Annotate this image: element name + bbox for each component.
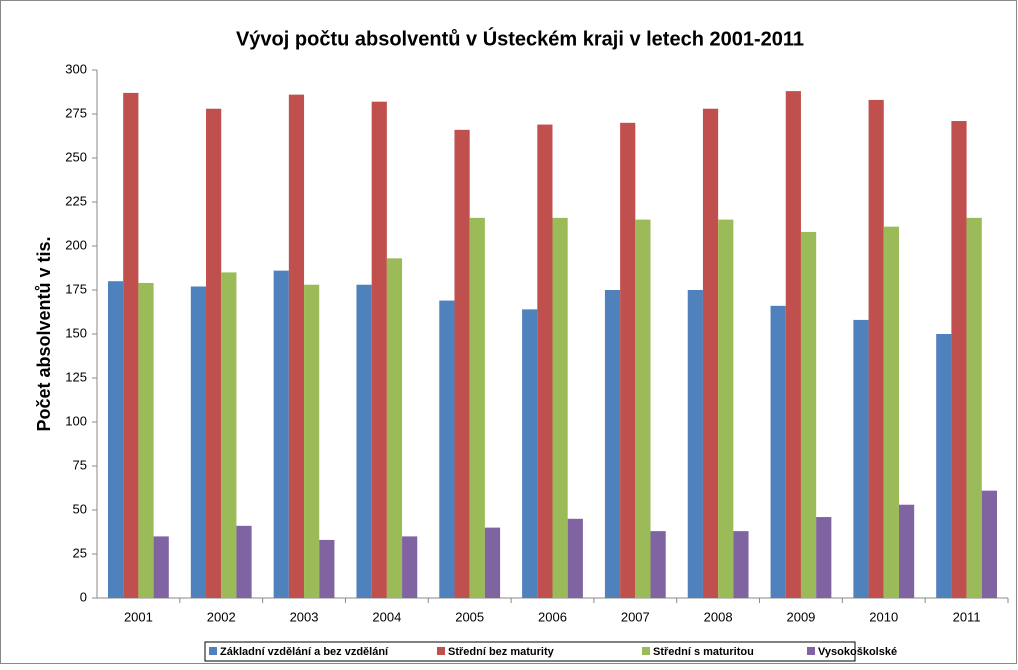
bar xyxy=(138,282,154,598)
bar xyxy=(288,94,305,598)
bar xyxy=(206,108,222,598)
bar xyxy=(123,92,139,598)
bar xyxy=(153,536,169,598)
bar xyxy=(567,518,583,598)
bar xyxy=(552,217,568,598)
y-tick-label: 25 xyxy=(73,545,87,560)
chart-title: Vývoj počtu absolventů v Ústeckém kraji … xyxy=(236,26,804,50)
bar xyxy=(319,539,335,598)
y-tick-label: 175 xyxy=(65,281,87,296)
bar xyxy=(898,504,915,598)
bar xyxy=(868,99,884,599)
bar xyxy=(785,91,801,599)
bar xyxy=(770,305,786,598)
bar xyxy=(718,219,734,598)
bar xyxy=(650,531,666,598)
legend-label: Vysokoškolské xyxy=(818,646,897,658)
bar xyxy=(800,231,817,599)
x-tick-label: 2005 xyxy=(455,609,484,624)
bar xyxy=(951,121,967,598)
legend-swatch xyxy=(807,647,815,655)
y-tick-label: 250 xyxy=(65,149,87,164)
legend-swatch xyxy=(209,647,217,655)
bar xyxy=(371,101,387,599)
bar xyxy=(221,272,237,598)
x-tick-label: 2006 xyxy=(538,609,567,624)
y-tick-label: 300 xyxy=(65,61,87,76)
x-tick-label: 2010 xyxy=(869,609,898,624)
bar xyxy=(537,124,553,598)
y-tick-label: 200 xyxy=(65,237,87,252)
bar xyxy=(484,527,501,598)
bar xyxy=(604,290,621,598)
legend-box xyxy=(204,641,856,662)
bar xyxy=(635,219,651,598)
bar xyxy=(356,284,372,598)
bar xyxy=(733,531,749,598)
bar xyxy=(883,226,899,598)
bar xyxy=(687,290,703,598)
bar xyxy=(402,536,418,598)
bar xyxy=(966,217,982,598)
bar xyxy=(853,319,869,598)
bar xyxy=(190,286,207,598)
bar xyxy=(439,300,455,598)
x-tick-label: 2007 xyxy=(621,609,650,624)
bar xyxy=(936,334,952,598)
legend-swatch xyxy=(642,647,650,655)
x-tick-label: 2009 xyxy=(786,609,815,624)
bar xyxy=(386,258,403,598)
x-tick-label: 2003 xyxy=(290,609,319,624)
bar xyxy=(981,490,997,598)
y-tick-label: 125 xyxy=(65,369,87,384)
y-tick-label: 50 xyxy=(73,501,87,516)
x-tick-label: 2011 xyxy=(953,609,981,624)
bar xyxy=(454,129,470,598)
bar xyxy=(273,270,289,598)
bar xyxy=(816,517,832,598)
legend-swatch xyxy=(437,647,445,655)
legend-label: Střední s maturitou xyxy=(653,646,754,658)
y-tick-label: 150 xyxy=(65,325,87,340)
y-tick-label: 275 xyxy=(65,105,87,120)
y-tick-label: 75 xyxy=(73,457,87,472)
x-tick-label: 2004 xyxy=(372,609,401,624)
bar xyxy=(702,108,719,598)
x-tick-label: 2002 xyxy=(207,609,236,624)
legend-label: Střední bez maturity xyxy=(448,646,555,658)
y-tick-label: 0 xyxy=(80,589,87,604)
bar xyxy=(304,284,320,598)
bar xyxy=(236,525,252,598)
x-tick-label: 2008 xyxy=(704,609,733,624)
legend-label: Základní vzdělání a bez vzdělání xyxy=(220,646,389,658)
y-axis-label: Počet absolventů v tis. xyxy=(34,236,54,431)
y-tick-label: 100 xyxy=(65,413,87,428)
y-tick-label: 225 xyxy=(65,193,87,208)
x-tick-label: 2001 xyxy=(124,609,153,624)
bar xyxy=(522,309,538,598)
bar xyxy=(108,281,124,598)
bar xyxy=(620,122,636,599)
bar xyxy=(469,217,485,598)
